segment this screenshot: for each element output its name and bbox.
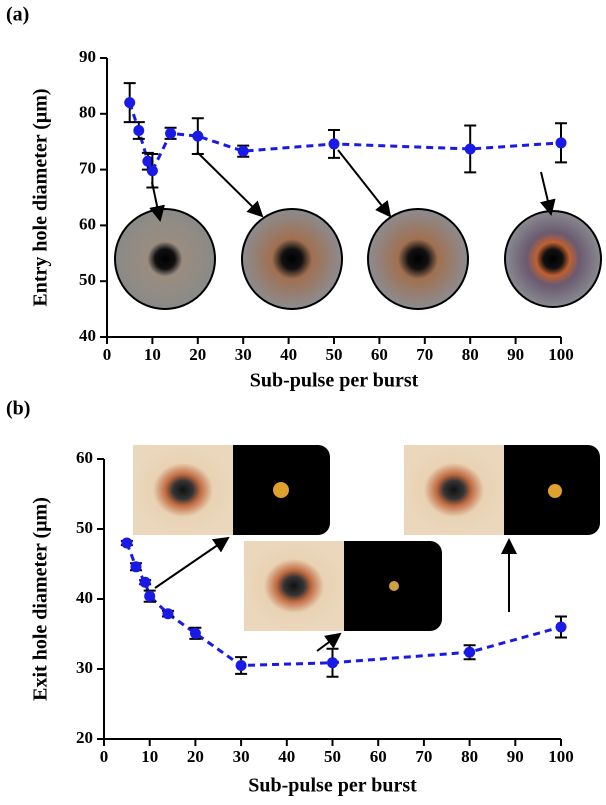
y-axis-label: Exit hole diameter (μm)	[30, 497, 52, 701]
panel-label: (a)	[6, 4, 29, 26]
x-tick-label: 40	[280, 345, 297, 364]
data-point	[327, 657, 338, 668]
x-axis-label: Sub-pulse per burst	[250, 370, 419, 392]
y-tick-label: 80	[79, 103, 96, 122]
x-tick-label: 40	[278, 747, 295, 766]
micrograph	[244, 541, 344, 631]
x-tick-label: 30	[233, 747, 250, 766]
data-point	[147, 165, 158, 176]
data-point	[140, 577, 151, 588]
x-tick-label: 80	[462, 345, 479, 364]
x-tick-label: 60	[371, 345, 388, 364]
x-tick-label: 70	[415, 747, 432, 766]
x-tick-label: 0	[100, 747, 109, 766]
data-point	[465, 143, 476, 154]
arrow	[338, 150, 390, 216]
x-tick-label: 100	[548, 747, 574, 766]
x-tick-label: 80	[461, 747, 478, 766]
data-point	[124, 97, 135, 108]
figure: (a)4050607080900102030405060708090100Sub…	[0, 0, 606, 805]
x-tick-label: 30	[235, 345, 252, 364]
x-tick-label: 50	[326, 345, 343, 364]
data-point	[190, 628, 201, 639]
x-tick-label: 10	[144, 345, 161, 364]
data-point	[329, 138, 340, 149]
data-point	[236, 660, 247, 671]
y-tick-label: 70	[79, 159, 96, 178]
micrographs-b	[133, 445, 600, 651]
data-point	[133, 125, 144, 136]
data-point	[238, 146, 249, 157]
arrow	[155, 538, 228, 588]
spot	[389, 581, 399, 591]
micrograph	[242, 209, 342, 309]
spot	[273, 482, 289, 498]
panel-label: (b)	[6, 398, 30, 420]
x-tick-label: 50	[324, 747, 341, 766]
data-point	[165, 128, 176, 139]
arrow	[197, 152, 262, 216]
x-tick-label: 20	[189, 345, 206, 364]
data-point	[162, 608, 173, 619]
x-tick-label: 10	[141, 747, 158, 766]
micrograph	[368, 209, 468, 309]
data-point	[144, 591, 155, 602]
data-point	[130, 561, 141, 572]
micrograph	[133, 445, 233, 535]
data-point	[121, 538, 132, 549]
x-tick-label: 90	[507, 747, 524, 766]
y-tick-label: 50	[76, 518, 93, 537]
data-point	[556, 137, 567, 148]
data-point	[464, 647, 475, 658]
data-point	[556, 622, 567, 633]
spot	[548, 484, 562, 498]
micrographs-a	[115, 150, 601, 309]
panel: (a) 40 50 60 70 80 90 0 10 20 30 40 50 60 70 80 90 100 Sub…	[6, 4, 574, 392]
y-tick-label: 60	[79, 214, 96, 233]
y-tick-label: 50	[79, 270, 96, 289]
y-tick-label: 40	[79, 326, 96, 345]
arrow	[541, 172, 551, 214]
x-tick-label: 0	[103, 345, 112, 364]
x-tick-label: 100	[548, 345, 574, 364]
micrograph	[505, 211, 601, 307]
y-tick-label: 40	[76, 588, 93, 607]
micrograph	[115, 209, 215, 309]
x-tick-label: 70	[416, 345, 433, 364]
x-tick-label: 60	[370, 747, 387, 766]
data-point	[192, 131, 203, 142]
y-tick-label: 20	[76, 728, 93, 747]
x-axis-label: Sub-pulse per burst	[248, 775, 417, 797]
x-tick-label: 20	[187, 747, 204, 766]
y-tick-label: 60	[76, 448, 93, 467]
x-tick-label: 90	[507, 345, 524, 364]
y-tick-label: 30	[76, 658, 93, 677]
y-tick-label: 90	[79, 47, 96, 66]
micrograph	[404, 445, 504, 535]
y-axis-label: Entry hole diameter (μm)	[30, 88, 52, 306]
